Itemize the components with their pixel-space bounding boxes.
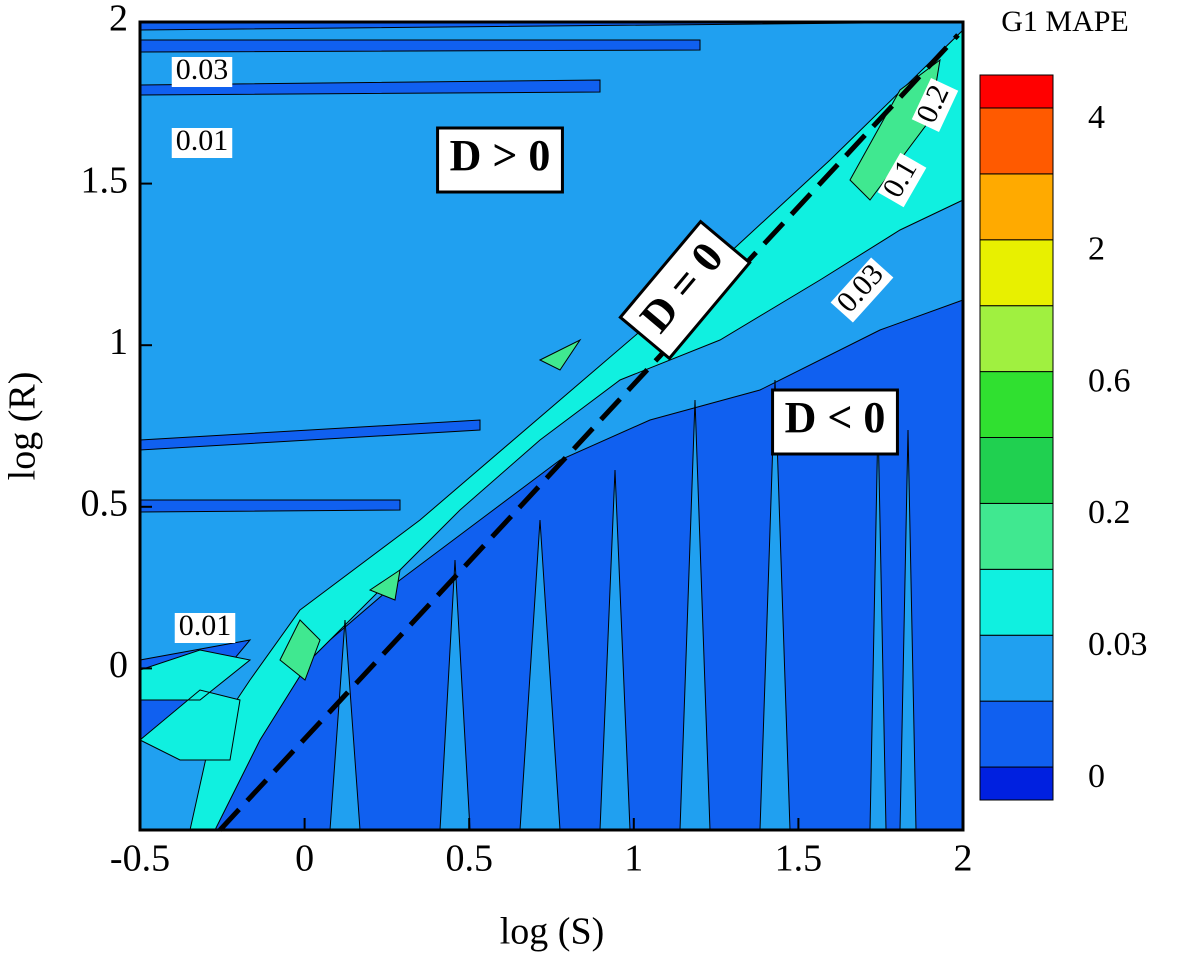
contour-label-box: [830, 257, 894, 323]
contour-label: 0.01: [179, 609, 232, 642]
plot-frame: [138, 20, 965, 832]
annotation-text: D > 0: [450, 131, 551, 180]
colorbar-swatch: [979, 239, 1054, 307]
d-zero-line: [218, 33, 960, 832]
y-tick-label: 1.5: [81, 159, 129, 201]
x-tick-label: 1.5: [775, 838, 823, 880]
colorbar-swatch: [979, 700, 1054, 768]
annotation-text: D < 0: [785, 393, 886, 442]
colorbar-tick-label: 2: [1088, 231, 1105, 268]
contour-label-box: [911, 78, 959, 132]
annotation: D > 0: [436, 126, 564, 194]
colorbar-tick-label: 0.6: [1088, 362, 1131, 399]
colorbar-tick-label: 4: [1088, 99, 1105, 136]
x-tick-label: 0: [295, 838, 314, 880]
contour-label-box: [877, 152, 927, 208]
annotation-box: [618, 219, 752, 361]
colorbar-swatch: [979, 634, 1054, 702]
colorbar-swatch: [979, 371, 1054, 438]
contour-label-box: [174, 613, 236, 643]
colorbar-title: G1 MAPE: [1001, 5, 1129, 38]
contour-label: 0.01: [176, 124, 229, 157]
contour-region: [279, 58, 941, 681]
colorbar-swatch: [979, 107, 1054, 175]
colorbar-tick-label: 0: [1088, 758, 1105, 795]
annotation-box: [771, 388, 899, 456]
x-axis-label: log (S): [500, 911, 605, 953]
y-axis-label: log (R): [2, 372, 44, 481]
y-tick-label: 2: [109, 0, 128, 40]
y-tick-label: 0.5: [81, 483, 129, 525]
contour-label-box: [171, 57, 233, 87]
contour-streak: [329, 379, 917, 831]
annotation-box: [436, 126, 564, 194]
x-tick-label: 2: [954, 838, 973, 880]
x-tick-label: 0.5: [445, 838, 493, 880]
colorbar-swatch: [979, 173, 1054, 241]
colorbar-tick-label: 0.2: [1088, 494, 1131, 531]
contour-streak: [139, 39, 701, 513]
x-tick-label: -0.5: [110, 838, 170, 880]
colorbar-tick-label: 0.03: [1088, 626, 1148, 663]
y-tick-label: 0: [109, 644, 128, 686]
colorbar-swatch: [979, 74, 1054, 109]
x-tick-label: 1: [624, 838, 643, 880]
annotation: D < 0: [771, 388, 899, 456]
colorbar-swatch: [979, 305, 1054, 373]
colorbar-swatch: [979, 502, 1054, 570]
colorbar-swatch: [979, 568, 1054, 636]
contour-label: 0.03: [176, 53, 229, 86]
colorbar-swatch: [979, 766, 1054, 801]
y-tick-label: 1: [109, 321, 128, 363]
colorbar-swatch: [979, 437, 1054, 504]
contour-label-box: [171, 128, 233, 158]
